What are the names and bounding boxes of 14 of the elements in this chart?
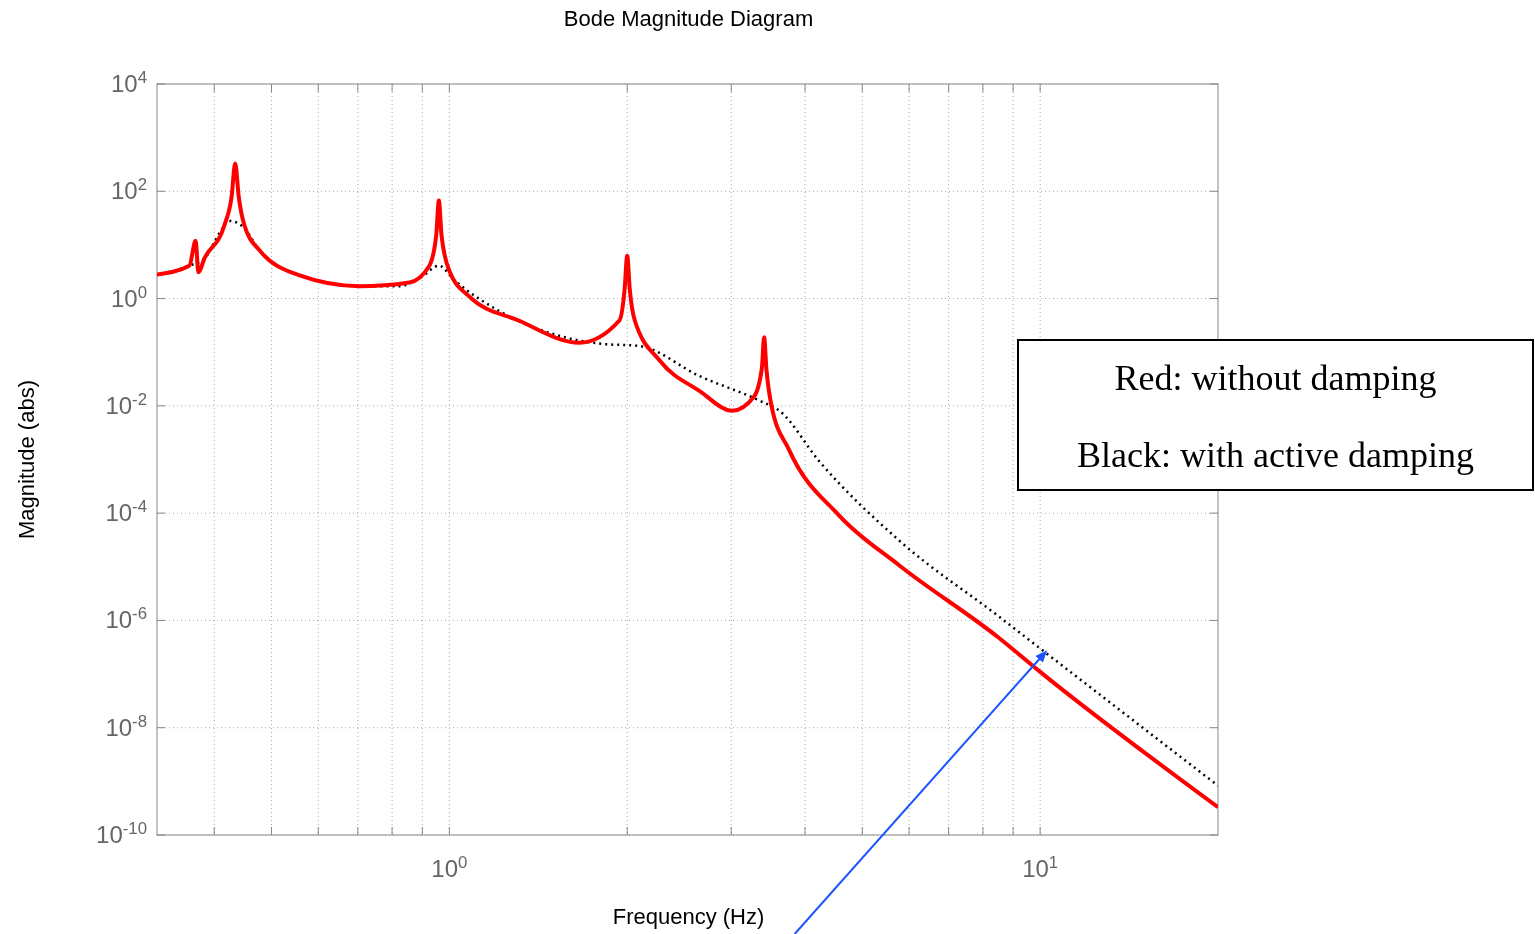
y-tick-label: 10$^{-4}$ <box>105 496 147 527</box>
y-tick-label: 10$^{-8}$ <box>105 711 147 741</box>
y-tick-label: 10$^{4}$ <box>110 67 147 97</box>
y-tick-label: 10$^{2}$ <box>110 174 147 205</box>
annotation: Red: without damping <box>1114 358 1437 398</box>
y-tick-label: 10$^{-6}$ <box>105 603 147 634</box>
y-axis-title: Magnitude (abs) <box>14 380 39 539</box>
annotation: Black: with active damping <box>1077 435 1474 475</box>
y-tick-label: 10$^{0}$ <box>110 282 147 312</box>
y-tick-label: 10$^{-10}$ <box>96 818 147 848</box>
chart-title: Bode Magnitude Diagram <box>563 6 814 31</box>
y-tick-label: 10$^{-2}$ <box>105 389 147 419</box>
x-tick-label: 10$^{1}$ <box>1022 852 1059 882</box>
x-axis-title: Frequency (Hz) <box>612 904 765 929</box>
